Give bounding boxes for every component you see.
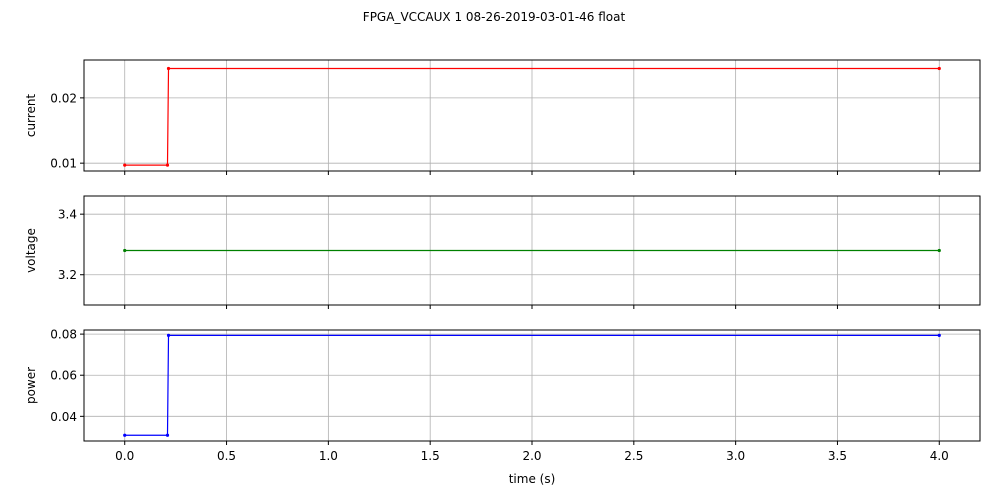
x-tick-label-2: 1.0: [319, 449, 338, 463]
data-point-power-3: [937, 333, 941, 337]
y-tick-label-current-0: 0.01: [50, 157, 77, 171]
data-point-current-2: [166, 66, 171, 71]
data-point-current-1: [165, 163, 170, 167]
y-axis-label-power: power: [24, 367, 38, 404]
x-tick-label-3: 1.5: [421, 449, 440, 463]
series-points-power: [123, 333, 941, 437]
series-line-power: [124, 334, 940, 436]
x-tick-label-4: 2.0: [522, 449, 541, 463]
series-points-current: [123, 66, 941, 167]
data-point-voltage-1: [937, 248, 941, 253]
grid-current: [84, 60, 980, 171]
x-tick-label-6: 3.0: [726, 449, 745, 463]
x-axis-label: time (s): [509, 472, 556, 486]
panel-power: 0.0 0.5 1.0 1.5 2.0 2.5 3.0 3.5 4.0 0.04 0.06 0.08 p…: [24, 328, 981, 463]
y-axis-label-current: current: [24, 94, 38, 138]
x-tick-label-7: 3.5: [828, 449, 847, 463]
panel-current: 0.01 0.02 current: [24, 59, 981, 175]
grid-power: [84, 330, 980, 441]
chart-title: FPGA_VCCAUX 1 08-26-2019-03-01-46 float: [363, 10, 626, 24]
data-point-power-1: [165, 433, 170, 437]
panels: 0.01 0.02 current 3.2 3.4 voltage 0.0 0.5 1.0 1.5…: [24, 59, 981, 463]
x-tick-label-5: 2.5: [624, 449, 643, 463]
x-tick-label-1: 0.5: [217, 449, 236, 463]
y-tick-label-current-1: 0.02: [50, 91, 77, 105]
y-tick-label-power-0: 0.04: [50, 410, 77, 424]
y-axis-label-voltage: voltage: [24, 228, 38, 273]
panel-voltage: 3.2 3.4 voltage: [24, 195, 981, 309]
y-tick-label-power-1: 0.06: [50, 369, 77, 383]
data-point-voltage-0: [123, 248, 127, 253]
data-point-current-3: [937, 66, 941, 71]
y-tick-label-voltage-1: 3.4: [58, 208, 77, 222]
series-points-voltage: [123, 248, 941, 253]
data-point-power-0: [123, 433, 127, 437]
y-tick-label-voltage-0: 3.2: [58, 268, 77, 282]
series-line-current: [124, 67, 940, 166]
data-point-current-0: [123, 163, 127, 167]
x-tick-label-0: 0.0: [115, 449, 134, 463]
x-tick-label-8: 4.0: [930, 449, 949, 463]
y-tick-label-power-2: 0.08: [50, 328, 77, 342]
data-point-power-2: [166, 333, 171, 337]
